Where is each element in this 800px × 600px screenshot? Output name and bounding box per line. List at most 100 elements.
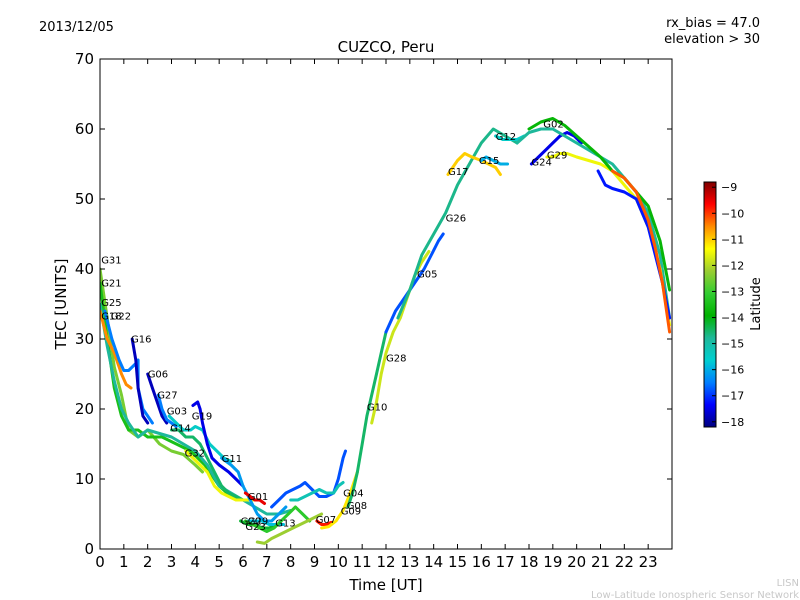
footer-org-full: Low-Latitude Ionospheric Sensor Network — [591, 590, 799, 600]
series-G07 — [315, 519, 333, 526]
series-G04 — [270, 449, 347, 509]
series-late3 — [610, 169, 672, 334]
y-tick-label: 10 — [75, 470, 94, 488]
series-label-G04: G04 — [343, 489, 363, 500]
colorbar-tick-label: −16 — [721, 364, 744, 377]
colorbar-tick-label: −11 — [721, 233, 744, 246]
series-label-G27: G27 — [157, 391, 177, 402]
series-label-G16: G16 — [131, 335, 151, 346]
series-G24 — [529, 131, 583, 166]
series-G03 — [167, 414, 233, 463]
x-tick-label: 16 — [472, 553, 491, 571]
x-tick-label: 9 — [310, 553, 320, 571]
x-axis-label: Time [UT] — [348, 576, 422, 594]
series-label-G21: G21 — [101, 279, 121, 290]
colorbar-tick-label: −12 — [721, 259, 744, 272]
x-tick-label: 15 — [448, 553, 467, 571]
series-G23 — [243, 505, 312, 533]
series-G18 — [100, 309, 133, 390]
series-G16 — [130, 337, 150, 425]
chart-title: CUZCO, Peru — [338, 38, 435, 56]
series-label-G26: G26 — [446, 213, 466, 224]
series-G08 — [289, 481, 345, 502]
series-label-G13: G13 — [275, 519, 295, 530]
x-tick-label: 0 — [95, 553, 105, 571]
y-tick-label: 30 — [75, 330, 94, 348]
series-G26 — [396, 127, 519, 320]
y-tick-label: 70 — [75, 50, 94, 68]
series-G12 — [494, 134, 526, 141]
x-tick-label: 1 — [119, 553, 129, 571]
x-tick-label: 11 — [353, 553, 372, 571]
colorbar-tick-label: −13 — [721, 285, 744, 298]
x-tick-label: 7 — [262, 553, 272, 571]
colorbar — [703, 181, 717, 428]
series-G14 — [170, 428, 245, 502]
x-tick-label: 2 — [143, 553, 153, 571]
series-label-G20: G20 — [241, 517, 261, 528]
series-label-G06: G06 — [148, 370, 168, 381]
x-tick-label: 17 — [496, 553, 515, 571]
x-tick-label: 18 — [519, 553, 538, 571]
x-tick-label: 12 — [376, 553, 395, 571]
series-label-G05: G05 — [417, 269, 437, 280]
plot-area — [100, 59, 672, 549]
series-label-G09: G09 — [341, 507, 361, 518]
series-G17 — [446, 152, 502, 176]
series-label-G18: G18 — [101, 311, 121, 322]
series-G09 — [320, 470, 359, 530]
colorbar-tick-label: −9 — [721, 181, 737, 194]
series-label-G08: G08 — [347, 501, 367, 512]
y-tick-label: 20 — [75, 400, 94, 418]
series-label-G03: G03 — [167, 407, 187, 418]
x-tick-label: 8 — [286, 553, 296, 571]
series-label-G25: G25 — [101, 298, 121, 309]
x-tick-label: 21 — [591, 553, 610, 571]
series-G27 — [156, 393, 178, 428]
x-tick-label: 19 — [543, 553, 562, 571]
x-tick-label: 14 — [424, 553, 443, 571]
y-tick-label: 40 — [75, 260, 94, 278]
series-G01 — [243, 491, 266, 505]
series-late1 — [527, 117, 672, 292]
series-label-G19: G19 — [192, 412, 212, 423]
y-tick-label: 60 — [75, 120, 94, 138]
series-label-G24: G24 — [531, 157, 551, 168]
series-label-G29: G29 — [248, 517, 268, 528]
series-G10 — [346, 330, 388, 509]
colorbar-tick-label: −10 — [721, 207, 744, 220]
elevation-label: elevation > 30 — [664, 32, 760, 47]
x-tick-label: 20 — [567, 553, 586, 571]
x-tick-label: 13 — [400, 553, 419, 571]
rx-bias-label: rx_bias = 47.0 — [666, 16, 760, 31]
series-G19 — [191, 400, 245, 488]
series-label-G07: G07 — [316, 515, 336, 526]
series-label-G12: G12 — [496, 132, 516, 143]
series-label-G22: G22 — [111, 311, 131, 322]
date-label: 2013/12/05 — [39, 20, 114, 35]
series-label-G17: G17 — [448, 167, 468, 178]
x-tick-label: 22 — [615, 553, 634, 571]
x-tick-label: 10 — [329, 553, 348, 571]
series-label-G23: G23 — [245, 522, 265, 533]
series-label-G29b: G29 — [547, 150, 567, 161]
x-tick-label: 5 — [214, 553, 224, 571]
series-G05 — [384, 232, 445, 334]
y-axis-label: TEC [UNITS] — [52, 259, 70, 351]
series-G13 — [255, 512, 324, 545]
series-label-G14: G14 — [170, 423, 190, 434]
series-G11 — [220, 456, 288, 523]
colorbar-tick-label: −14 — [721, 312, 744, 325]
series-label-G01: G01 — [248, 492, 268, 503]
x-tick-label: 3 — [167, 553, 177, 571]
footer-org-short: LISN — [777, 578, 799, 589]
colorbar-tick-label: −18 — [721, 416, 744, 429]
series-label-G11: G11 — [222, 454, 242, 465]
y-tick-label: 50 — [75, 190, 94, 208]
x-tick-label: 23 — [639, 553, 658, 571]
x-tick-label: 6 — [238, 553, 248, 571]
series-label-G31: G31 — [101, 255, 121, 266]
y-tick-label: 0 — [84, 540, 94, 558]
series-label-G15: G15 — [479, 156, 499, 167]
